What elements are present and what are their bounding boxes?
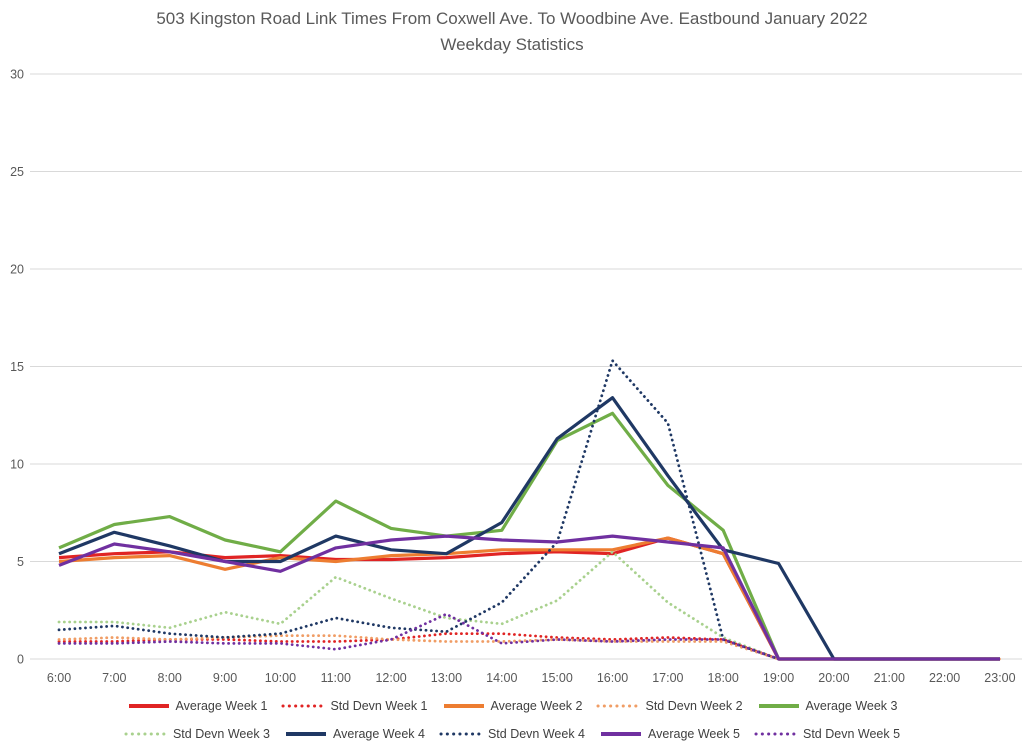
x-axis-tick-label-17-00: 17:00 (652, 671, 683, 685)
x-axis-tick-label-7-00: 7:00 (102, 671, 126, 685)
series-line-std-devn-week-4 (57, 359, 1002, 661)
legend-row-2: Std Devn Week 3 Average Week 4 Std Devn We… (124, 722, 900, 746)
x-axis-tick-label-9-00: 9:00 (213, 671, 237, 685)
legend-item-std-devn-week-1: Std Devn Week 1 (281, 699, 428, 713)
series-line-std-devn-week-2 (57, 634, 1002, 661)
legend-label-std-devn-week-5: Std Devn Week 5 (802, 727, 901, 741)
std-devn-week-1-line-swatch (281, 703, 325, 709)
series-line-std-devn-week-1 (57, 632, 1002, 661)
y-axis-tick-label-15: 15 (10, 360, 24, 374)
legend-label-average-week-1: Average Week 1 (175, 699, 268, 713)
y-axis-tick-label-0: 0 (17, 653, 24, 667)
y-axis-tick-label-5: 5 (17, 555, 24, 569)
legend-label-std-devn-week-3: Std Devn Week 3 (172, 727, 270, 741)
average-week-5-line-swatch (599, 731, 643, 737)
legend-item-average-week-3: Average Week 3 (757, 699, 898, 713)
x-axis-tick-label-18-00: 18:00 (708, 671, 739, 685)
x-axis-tick-label-21-00: 21:00 (874, 671, 905, 685)
chart-title-line2: Weekday Statistics (440, 35, 584, 54)
legend-label-average-week-2: Average Week 2 (490, 699, 583, 713)
x-axis-tick-label-19-00: 19:00 (763, 671, 794, 685)
average-week-4-line-swatch (284, 731, 328, 737)
std-devn-week-5-line-swatch (754, 731, 798, 737)
x-axis-tick-label-11-00: 11:00 (321, 671, 351, 685)
average-week-1-line-swatch (127, 703, 171, 709)
x-axis-tick-label-10-00: 10:00 (265, 671, 296, 685)
y-axis-tick-label-20: 20 (10, 263, 24, 277)
chart-legend: Average Week 1 Std Devn Week 1 Average Wee… (0, 694, 1024, 746)
x-axis-tick-label-8-00: 8:00 (158, 671, 182, 685)
legend-item-std-devn-week-4: Std Devn Week 4 (439, 727, 585, 741)
chart-title-line1: 503 Kingston Road Link Times From Coxwel… (156, 9, 868, 28)
std-devn-week-4-line-swatch (439, 731, 483, 737)
series-line-std-devn-week-5 (57, 612, 1002, 661)
y-axis-tick-label-30: 30 (10, 68, 24, 82)
x-axis-tick-label-16-00: 16:00 (597, 671, 628, 685)
x-axis-tick-label-12-00: 12:00 (375, 671, 406, 685)
y-axis-tick-label-10: 10 (10, 458, 24, 472)
legend-label-average-week-3: Average Week 3 (805, 699, 898, 713)
legend-item-average-week-5: Average Week 5 (599, 727, 740, 741)
legend-label-average-week-4: Average Week 4 (333, 727, 425, 741)
legend-item-std-devn-week-3: Std Devn Week 3 (124, 727, 270, 741)
std-devn-week-3-line-swatch (124, 731, 168, 737)
line-chart-plot-area: 0 5 10 15 20 25 30 6:00 7:00 8:00 9:00 10:00 11:00 12… (10, 68, 1022, 685)
x-axis-tick-label-13-00: 13:00 (431, 671, 462, 685)
std-devn-week-2-line-swatch (596, 703, 640, 709)
legend-item-std-devn-week-2: Std Devn Week 2 (596, 699, 743, 713)
legend-label-average-week-5: Average Week 5 (648, 727, 740, 741)
series-line-std-devn-week-3 (57, 550, 1002, 661)
y-axis-tick-label-25: 25 (10, 165, 24, 179)
legend-label-std-devn-week-2: Std Devn Week 2 (645, 699, 743, 713)
legend-item-average-week-4: Average Week 4 (284, 727, 425, 741)
legend-label-std-devn-week-4: Std Devn Week 4 (487, 727, 586, 741)
x-axis-tick-label-6-00: 6:00 (47, 671, 71, 685)
legend-item-std-devn-week-5: Std Devn Week 5 (754, 727, 900, 741)
legend-row-1: Average Week 1 Std Devn Week 1 Average Wee… (127, 694, 898, 718)
average-week-3-line-swatch (757, 703, 801, 709)
x-axis-tick-label-23-00: 23:00 (984, 671, 1015, 685)
x-axis-tick-label-14-00: 14:00 (486, 671, 517, 685)
legend-item-average-week-1: Average Week 1 (127, 699, 268, 713)
x-axis-tick-label-15-00: 15:00 (542, 671, 573, 685)
legend-label-std-devn-week-1: Std Devn Week 1 (330, 699, 428, 713)
x-axis-tick-label-20-00: 20:00 (818, 671, 849, 685)
legend-item-average-week-2: Average Week 2 (442, 699, 583, 713)
chart-title: 503 Kingston Road Link Times From Coxwel… (0, 6, 1024, 58)
x-axis-tick-label-22-00: 22:00 (929, 671, 960, 685)
series-line-average-week-3 (58, 411, 1000, 661)
average-week-2-line-swatch (442, 703, 486, 709)
